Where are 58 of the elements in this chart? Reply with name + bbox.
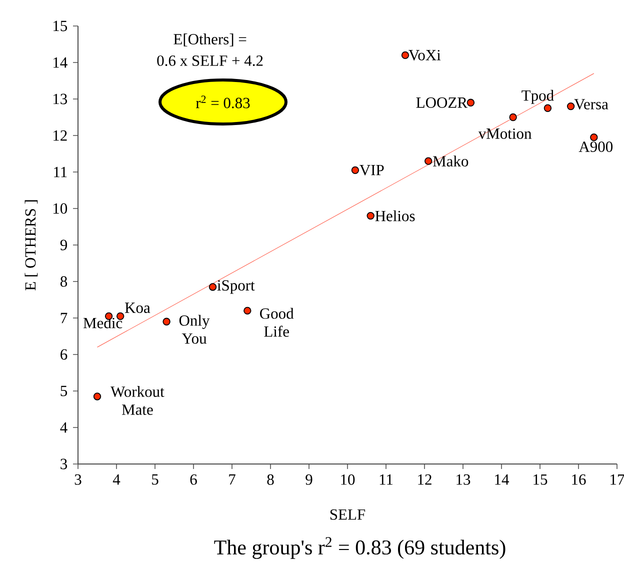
annotation: 0.6 x SELF + 4.2 [157,55,263,66]
y-tick-label: 8 [60,276,68,287]
x-tick-label: 10 [341,474,355,485]
y-tick-label: 9 [60,240,67,250]
x-tick-label: 15 [534,474,548,485]
y-tick-label: 12 [53,130,67,141]
annotation: Koa [125,302,150,313]
annotation: Workout Mate [110,386,164,415]
annotation: iSport [217,280,255,294]
annotation: Versa [574,99,608,110]
annotation: A900 [578,142,613,152]
text: The group's r$^{2}$ = 0.83 (69 students) [214,537,506,559]
y-tick-label: 10 [53,203,68,214]
y-tick-label: 5 [60,386,68,396]
annotation: Helios [375,210,415,222]
point [424,157,432,165]
point [162,318,170,326]
annotation: VIP [360,164,384,176]
annotation: Medic [83,317,122,328]
y-tick-label: 13 [53,94,68,104]
x-tick-label: 11 [380,474,393,485]
annotation: LOOZR [416,97,468,108]
point [590,133,598,142]
y-tick-label: 6 [60,349,68,360]
y-tick-label: 4 [60,422,68,433]
x-tick-label: 12 [418,474,432,485]
annotation: VoXi [408,50,441,60]
x-tick-label: 14 [495,474,510,485]
point [244,306,252,315]
point [366,212,374,220]
y-axis-title: E [ OTHERS ] [24,200,38,290]
x-tick-label: 13 [456,474,470,485]
y-tick-label: 11 [54,166,67,178]
y-tick-label: 3 [60,458,68,470]
annotation: Tpod [522,90,554,104]
x-tick-label: 4 [112,474,120,485]
annotation: r$^{2}$ = 0.83 [196,96,250,108]
x-tick-label: 6 [190,474,197,485]
x-tick-label: 8 [267,474,274,485]
annotation: E[Others] = [174,34,246,46]
y-tick-label: 14 [53,57,68,68]
x-tick-label: 7 [229,474,236,485]
annotation: Good Life [260,308,294,337]
annotation: Mako [433,156,468,167]
x-tick-label: 9 [306,474,312,485]
point [544,104,552,112]
x-tick-label: 3 [74,474,82,485]
point [208,283,217,291]
annotation: Only You [179,314,210,344]
point [351,166,360,174]
x-axis-title: SELF [330,509,366,520]
x-tick-label: 5 [152,474,158,485]
y-tick-label: 7 [60,312,68,324]
y-tick-label: 15 [53,20,68,32]
point [93,392,102,400]
x-tick-label: 16 [572,474,586,485]
point [509,113,517,122]
x-tick-label: 17 [610,474,624,485]
